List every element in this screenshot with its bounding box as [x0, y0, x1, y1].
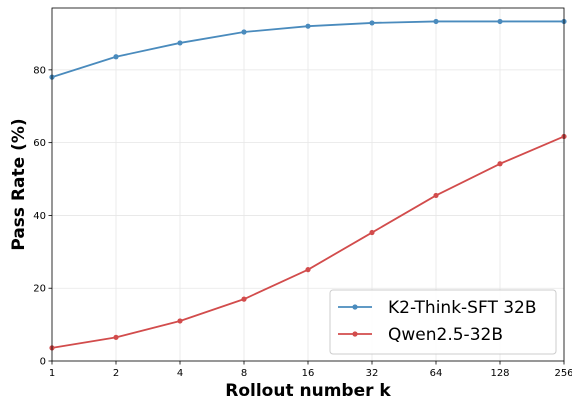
- grid-lines: [51, 8, 565, 362]
- data-point: [369, 229, 375, 236]
- legend-marker-qwen: [352, 331, 358, 337]
- x-tick-label: 256: [554, 368, 572, 379]
- legend-box: [329, 289, 557, 355]
- y-tick-label: 0: [40, 357, 46, 368]
- y-tick-label: 20: [33, 284, 46, 295]
- data-point: [241, 296, 247, 302]
- x-tick-label: 16: [302, 368, 315, 379]
- x-tick-label: 32: [366, 368, 379, 379]
- x-tick-label: 1: [49, 368, 55, 379]
- data-point: [177, 318, 183, 324]
- data-point: [497, 161, 503, 167]
- legend-label-qwen: Qwen2.5-32B: [388, 325, 503, 345]
- data-point: [433, 192, 439, 199]
- legend: K2-Think-SFT 32B Qwen2.5-32B: [329, 289, 557, 355]
- y-tick-label: 40: [33, 211, 46, 222]
- series-lines: [49, 18, 567, 351]
- x-tick-label: 64: [430, 368, 443, 379]
- data-point: [241, 29, 247, 35]
- data-point: [497, 18, 503, 25]
- data-point: [369, 20, 375, 26]
- data-point: [113, 54, 119, 60]
- data-point: [433, 18, 439, 25]
- legend-label-k2-think: K2-Think-SFT 32B: [388, 298, 537, 318]
- data-point: [305, 23, 311, 29]
- x-tick-label: 4: [177, 368, 183, 379]
- y-tick-label: 80: [33, 65, 46, 76]
- x-tick-label: 128: [490, 368, 509, 379]
- legend-marker-k2-think: [352, 304, 358, 310]
- y-tick-label: 60: [33, 138, 46, 149]
- data-point: [305, 267, 311, 273]
- x-tick-label: 8: [241, 368, 247, 379]
- x-axis-label: Rollout number k: [225, 381, 391, 400]
- data-point: [113, 334, 119, 340]
- axis-ticks: 1 2 4 8 16 32 64 128 256 0 20 40 60 80: [33, 65, 572, 379]
- y-axis-label: Pass Rate (%): [9, 118, 29, 250]
- x-tick-label: 2: [113, 368, 119, 379]
- data-point: [177, 40, 183, 46]
